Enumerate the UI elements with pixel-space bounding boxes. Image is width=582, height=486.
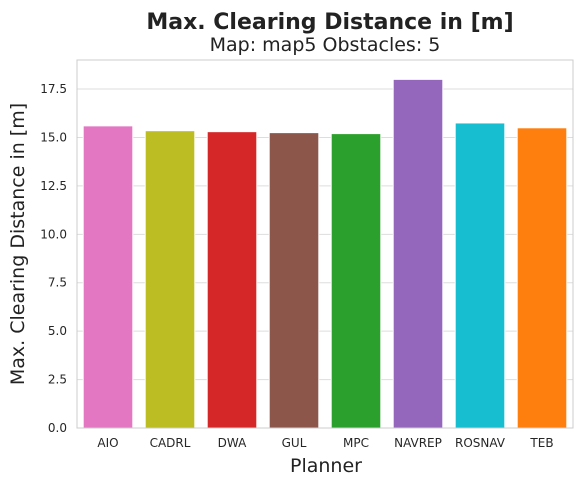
y-tick-label: 17.5 — [40, 82, 67, 96]
x-tick-label-teb: TEB — [529, 436, 553, 450]
bar-mpc — [330, 133, 382, 429]
x-tick-label-mpc: MPC — [343, 436, 369, 450]
y-tick-labels: 0.0 2.5 5.0 7.5 10.0 12.5 15.0 17.5 — [40, 82, 67, 435]
x-tick-label-rosnav: ROSNAV — [455, 436, 506, 450]
y-tick-label: 2.5 — [48, 373, 67, 387]
y-tick-label: 15.0 — [40, 130, 67, 144]
plot-frame — [76, 59, 574, 429]
x-tick-label-dwa: DWA — [218, 436, 247, 450]
x-tick-labels: AIO CADRL DWA GUL MPC NAVREP ROSNAV TEB — [97, 436, 553, 450]
y-tick-label: 5.0 — [48, 324, 67, 338]
bars — [82, 78, 568, 429]
x-tick-label-cadrl: CADRL — [150, 436, 191, 450]
y-tick-label: 0.0 — [48, 421, 67, 435]
bar-navrep — [392, 78, 444, 429]
bar-aio — [82, 125, 134, 429]
x-axis-label: Planner — [290, 455, 362, 477]
bar-teb — [516, 127, 568, 429]
x-tick-label-gul: GUL — [282, 436, 307, 450]
chart-title: Map: map5 Obstacles: 5 — [210, 34, 441, 56]
bar-dwa — [206, 131, 258, 429]
bar-rosnav — [454, 122, 506, 429]
y-tick-label: 7.5 — [48, 276, 67, 290]
bar-cadrl — [144, 130, 196, 429]
x-tick-label-navrep: NAVREP — [394, 436, 442, 450]
y-tick-label: 12.5 — [40, 179, 67, 193]
chart-suptitle: Max. Clearing Distance in [m] — [146, 10, 513, 35]
y-tick-label: 10.0 — [40, 227, 67, 241]
y-axis-label: Max. Clearing Distance in [m] — [7, 103, 29, 385]
bar-gul — [268, 132, 320, 429]
x-tick-label-aio: AIO — [97, 436, 118, 450]
